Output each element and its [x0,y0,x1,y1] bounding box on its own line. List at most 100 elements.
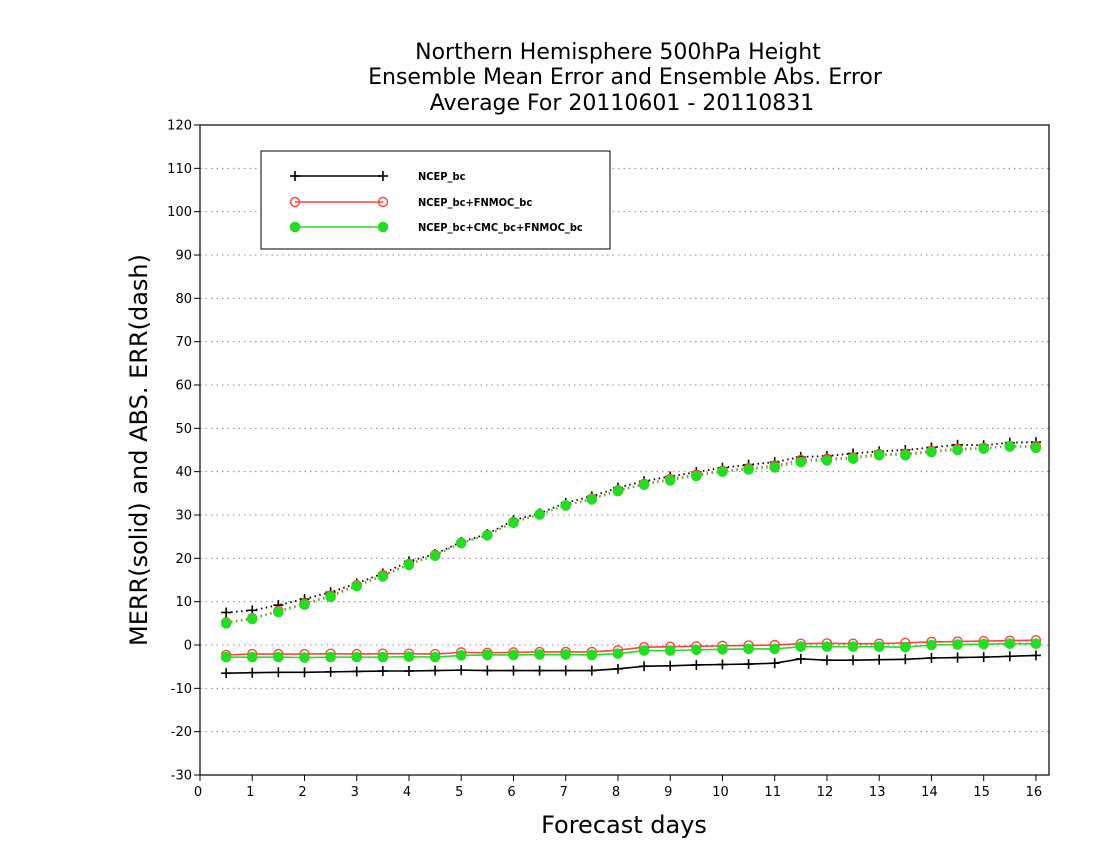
abs-err-point [508,517,519,529]
merr-point [455,650,467,661]
abs-err-point [978,443,989,455]
merr-point [638,645,650,656]
merr-line-0 [226,654,1036,674]
abs-err-point [638,479,650,490]
x-tick-label: 12 [817,785,834,800]
merr-point [1030,650,1041,661]
legend: NCEP_bc NCEP_bc+FNMOC_bc NCEP_bc+CMC_bc+FN… [260,150,611,250]
abs-err-point [873,449,885,461]
x-tick-label: 0 [194,785,202,800]
x-tick-label: 16 [1026,785,1043,800]
y-tick-label: 30 [175,509,192,524]
abs-err-point [664,475,676,486]
merr-point [639,661,650,672]
abs-err-line-1 [225,445,1036,624]
merr-point [848,655,859,666]
merr-point [508,649,519,661]
merr-point [586,649,598,661]
merr-point [873,641,885,653]
y-tick-label: 10 [175,595,192,610]
chart-title-line-1: Northern Hemisphere 500hPa Height [415,40,821,65]
abs-err-point [403,559,415,571]
merr-point [508,665,519,676]
merr-point [900,641,911,653]
abs-err-point [325,591,336,603]
x-tick-label: 10 [712,785,729,800]
merr-point [246,651,258,663]
merr-point [273,651,284,663]
x-tick-label: 6 [507,785,515,800]
x-tick-label: 2 [298,785,306,800]
y-tick-label: 80 [175,292,192,307]
chart-title: Northern Hemisphere 500hPa Height Ensemb… [368,40,883,116]
merr-point [821,655,832,666]
merr-point [403,666,414,676]
merr-point [377,666,388,676]
abs-err-point [377,571,389,582]
merr-point [665,660,676,671]
chart-title-line-3: Average For 20110601 - 20110831 [430,91,815,116]
abs-err-point [795,456,807,468]
plot-frame [199,124,1050,776]
merr-point [769,658,780,669]
legend-marker [378,171,388,181]
legend-marker [377,221,389,233]
y-tick-label: 20 [175,552,192,567]
y-tick-label: 50 [175,422,192,437]
merr-point [743,643,754,655]
merr-point [482,665,493,676]
y-tick-label: 120 [167,119,192,134]
merr-point [560,649,572,660]
abs-err-point [534,509,545,520]
abs-err-point [455,537,467,549]
abs-err-point [482,530,493,541]
x-tick-label: 15 [973,785,990,800]
abs-err-point [220,618,232,629]
legend-box [260,150,611,250]
abs-err-point [612,485,624,497]
abs-err-point [273,606,284,618]
legend-entry-1: NCEP_bc+FNMOC_bc [289,196,532,209]
y-tick-label: 70 [175,335,192,350]
merr-point [1030,638,1042,650]
x-tick-label: 1 [246,785,254,800]
merr-point [351,651,363,663]
merr-point [247,667,258,678]
abs-err-point [691,470,702,482]
x-tick-label: 5 [455,785,463,800]
y-tick-label: -10 [171,682,192,697]
x-tick-label: 3 [351,785,359,800]
series-0 [221,437,1041,679]
abs-err-point [952,444,963,456]
merr-point [612,663,623,674]
merr-point [978,638,989,650]
abs-err-point [821,455,833,466]
merr-point [664,645,676,656]
legend-entry-0: NCEP_bc [290,170,466,183]
merr-point [874,654,885,665]
merr-point [430,665,441,676]
merr-point [221,668,232,679]
merr-point [299,652,310,663]
merr-line-2 [226,642,1036,659]
abs-err-point [900,449,911,461]
x-tick-label: 13 [869,785,886,800]
abs-err-point [1030,442,1042,454]
abs-err-point [351,580,363,592]
abs-err-point [221,607,232,618]
abs-err-point [717,466,728,477]
legend-marker [289,221,301,233]
y-tick-label: -30 [171,769,192,784]
merr-point [769,643,781,655]
merr-point [351,666,362,677]
abs-err-point [586,494,598,505]
x-tick-label: 8 [612,785,620,800]
y-tick-label: -20 [171,725,192,740]
y-tick-label: 90 [175,249,192,264]
legend-label: NCEP_bc+FNMOC_bc [418,196,532,209]
merr-point [220,651,232,663]
series-1 [220,440,1042,661]
